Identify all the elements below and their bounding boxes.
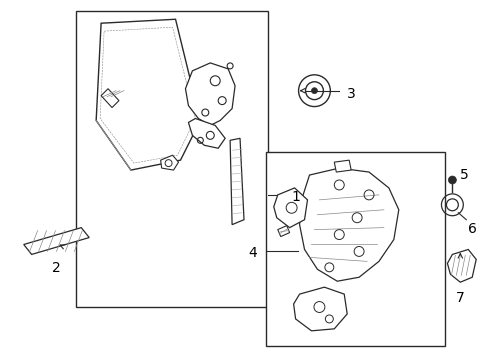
Polygon shape — [293, 287, 346, 331]
Text: 7: 7 — [455, 291, 464, 305]
Text: 1: 1 — [291, 190, 300, 204]
Circle shape — [447, 176, 455, 184]
Polygon shape — [185, 63, 235, 125]
Text: 3: 3 — [346, 87, 355, 101]
Polygon shape — [161, 155, 178, 170]
Polygon shape — [299, 168, 398, 281]
Polygon shape — [277, 226, 289, 237]
Polygon shape — [447, 249, 475, 282]
Polygon shape — [24, 228, 89, 255]
Text: 2: 2 — [52, 261, 61, 275]
Text: 5: 5 — [459, 168, 468, 182]
Text: 4: 4 — [247, 247, 256, 260]
Circle shape — [311, 88, 317, 94]
Text: 6: 6 — [468, 222, 476, 236]
Polygon shape — [188, 118, 224, 148]
Polygon shape — [96, 19, 200, 170]
Polygon shape — [230, 138, 244, 225]
Bar — [265, 152, 445, 346]
Polygon shape — [334, 160, 350, 172]
Polygon shape — [273, 188, 307, 228]
Bar — [76, 11, 267, 307]
